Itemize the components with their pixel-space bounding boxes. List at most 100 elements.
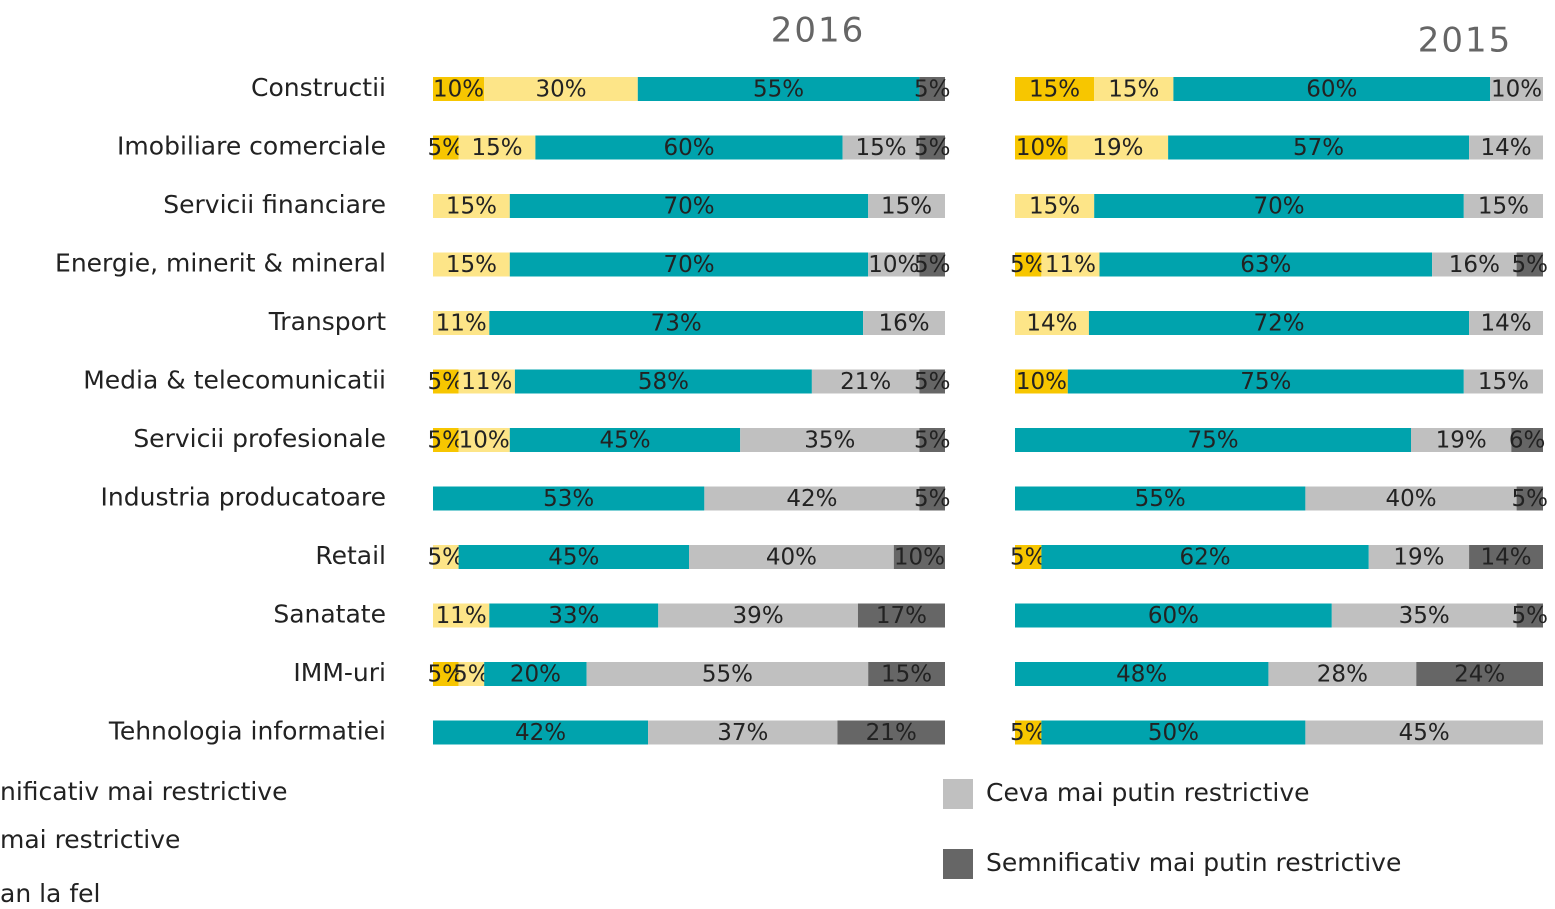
value-label: 53%: [543, 486, 594, 512]
value-label: 5%: [428, 135, 465, 161]
bar-segment: [1305, 720, 1543, 745]
bar-segment: [1015, 194, 1095, 218]
bar-segment: [919, 428, 945, 452]
bar-segment: [586, 662, 869, 686]
value-label: 10%: [433, 77, 484, 103]
value-label: 55%: [753, 77, 804, 103]
bar-segment: [1411, 428, 1512, 452]
category-label: IMM-uri: [293, 658, 386, 687]
value-label: 15%: [1029, 194, 1080, 220]
bar-segment: [1015, 720, 1042, 745]
value-label: 15%: [1478, 194, 1529, 220]
value-label: 50%: [1148, 720, 1199, 746]
value-label: 14%: [1480, 135, 1531, 161]
value-label: 24%: [1454, 662, 1505, 688]
bar-segment: [509, 428, 741, 452]
value-label: 11%: [1045, 252, 1096, 278]
value-label: 28%: [1317, 662, 1368, 688]
bar-segment: [1463, 369, 1543, 394]
bar-segment: [433, 428, 459, 452]
bar-segment: [433, 77, 485, 101]
bar-segment: [919, 77, 945, 101]
bar-segment: [484, 77, 638, 101]
value-label: 15%: [471, 135, 522, 161]
value-label: 10%: [1491, 77, 1542, 103]
bar-segment: [893, 545, 945, 569]
value-label: 15%: [446, 194, 497, 220]
value-label: 19%: [1092, 135, 1143, 161]
bar-segment: [433, 603, 490, 628]
value-label: 19%: [1436, 428, 1487, 454]
bar-segment: [458, 135, 536, 160]
value-label: 58%: [638, 369, 689, 395]
bar-segment: [658, 603, 858, 628]
value-label: 15%: [881, 194, 932, 220]
bar-segment: [433, 311, 490, 335]
value-label: 19%: [1393, 545, 1444, 571]
value-label: 70%: [663, 252, 714, 278]
category-label: Sanatate: [273, 600, 386, 629]
value-label: 55%: [1135, 486, 1186, 512]
value-label: 5%: [914, 369, 951, 395]
value-label: 45%: [1399, 720, 1450, 746]
value-label: 5%: [914, 252, 951, 278]
category-label: Energie, minerit & mineral: [55, 249, 386, 278]
bar-segment: [919, 252, 945, 277]
value-label: 11%: [436, 603, 487, 629]
value-label: 60%: [1148, 603, 1199, 629]
bar-segment: [1015, 545, 1042, 569]
bar-segment: [514, 369, 812, 394]
bar-segment: [1305, 486, 1517, 511]
bar-segment: [1094, 194, 1464, 218]
value-label: 6%: [1509, 428, 1546, 454]
value-label: 5%: [428, 662, 465, 688]
value-label: 63%: [1240, 252, 1291, 278]
value-label: 5%: [428, 545, 465, 571]
value-label: 70%: [1253, 194, 1304, 220]
value-label: 72%: [1253, 311, 1304, 337]
legend-label: an la fel: [0, 879, 100, 908]
bar-segment: [1469, 545, 1543, 569]
value-label: 73%: [651, 311, 702, 337]
bar-segment: [1516, 603, 1543, 628]
legend-label: Semnificativ mai putin restrictive: [986, 848, 1401, 877]
bar-segment: [1088, 311, 1470, 335]
bar-segment: [689, 545, 894, 569]
bar-segment: [433, 194, 510, 218]
value-label: 30%: [535, 77, 586, 103]
bar-segment: [1173, 77, 1491, 101]
value-label: 45%: [599, 428, 650, 454]
value-label: 33%: [548, 603, 599, 629]
bar-segment: [1490, 77, 1543, 101]
value-label: 42%: [515, 720, 566, 746]
legend-label: mai restrictive: [0, 825, 180, 854]
bar-segment: [489, 311, 864, 335]
bar-segment: [458, 545, 689, 569]
value-label: 70%: [663, 194, 714, 220]
value-label: 10%: [459, 428, 510, 454]
category-label: Tehnologia informatiei: [108, 717, 386, 746]
chart-title: 2016: [771, 11, 866, 51]
value-label: 37%: [717, 720, 768, 746]
value-label: 48%: [1116, 662, 1167, 688]
value-label: 16%: [1449, 252, 1500, 278]
bar-segment: [433, 252, 510, 277]
bar-segment: [648, 720, 838, 745]
bar-segment: [1015, 662, 1269, 686]
bar-segment: [1469, 135, 1543, 160]
bar-segment: [704, 486, 920, 511]
bar-segment: [740, 428, 920, 452]
bar-segment: [1015, 428, 1411, 452]
bar-segment: [1416, 662, 1543, 686]
bar-segment: [857, 603, 945, 628]
value-label: 45%: [548, 545, 599, 571]
value-label: 10%: [1016, 369, 1067, 395]
legend-label: Ceva mai putin restrictive: [986, 778, 1310, 807]
value-label: 10%: [868, 252, 919, 278]
bar-segment: [489, 603, 659, 628]
bar-segment: [433, 545, 459, 569]
value-label: 10%: [894, 545, 945, 571]
category-label: Constructii: [251, 73, 386, 102]
bar-segment: [1511, 428, 1543, 452]
chart-title: 2015: [1418, 21, 1513, 61]
